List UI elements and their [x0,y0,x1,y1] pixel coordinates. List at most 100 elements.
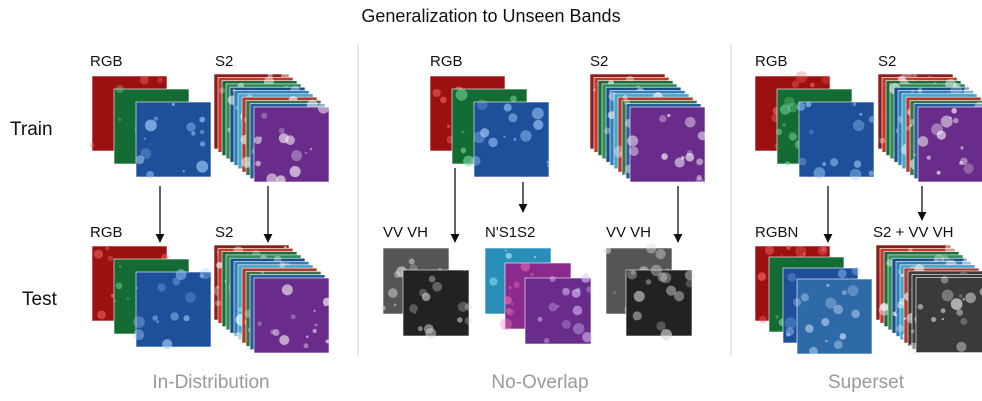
texture [313,329,317,333]
texture [506,253,512,259]
texture [786,327,794,335]
texture [627,135,638,146]
texture [781,253,784,256]
texture [790,133,798,141]
texture [951,108,956,113]
texture [145,119,157,131]
texture [534,256,536,258]
texture [593,88,596,91]
texture [850,169,862,181]
texture [266,173,277,184]
texture [324,304,326,306]
texture [586,286,592,292]
texture [959,161,963,165]
band-label: RGB [755,53,788,70]
texture [440,96,447,103]
texture [183,315,189,321]
texture [546,161,549,164]
texture [785,317,797,329]
texture [409,304,418,313]
texture [465,317,473,325]
texture [686,280,694,288]
texture [854,160,861,167]
texture [830,158,838,166]
texture [119,265,121,267]
texture [409,258,415,264]
texture [796,71,808,83]
texture [897,301,904,308]
texture [911,330,915,334]
texture [573,323,584,334]
texture [303,343,308,348]
texture [533,120,543,130]
texture [758,272,767,281]
texture [822,162,826,166]
texture [255,161,261,167]
image-layer [403,270,469,336]
texture [521,262,531,272]
texture [667,114,670,117]
texture [801,293,809,301]
texture [911,89,914,92]
row-label: Train [10,119,53,140]
texture [291,150,302,161]
texture [544,338,549,343]
texture [457,317,462,322]
texture [480,128,489,137]
texture [809,130,814,135]
texture [788,103,798,113]
texture [573,306,583,316]
texture [879,138,885,144]
texture [623,95,628,100]
texture [956,309,963,316]
texture [838,269,847,278]
texture [853,102,856,105]
texture [381,306,386,311]
texture [215,300,221,306]
texture [965,293,976,304]
texture [394,304,396,306]
texture [419,289,427,297]
texture [489,277,497,285]
texture [927,156,931,160]
texture [825,340,827,342]
texture [549,303,558,312]
texture [504,249,507,252]
texture [388,288,398,298]
figure: Generalization to Unseen Bands Train Tes… [0,0,982,396]
texture [941,308,946,313]
texture [821,318,829,326]
texture [447,124,451,128]
texture [962,298,965,301]
texture [291,314,296,319]
texture [914,154,916,156]
texture [97,310,106,319]
texture [506,308,514,316]
texture [261,113,267,119]
texture [152,315,158,321]
texture [918,136,929,147]
texture [105,247,109,251]
texture [897,325,904,332]
texture [118,118,122,122]
texture [157,283,165,291]
texture [776,128,783,135]
texture [681,156,685,160]
texture [847,285,858,296]
texture [562,320,571,329]
texture [183,170,185,172]
texture [656,321,665,330]
texture [696,158,703,165]
band-label: S2 [590,53,608,70]
texture [325,339,329,343]
texture [513,138,516,141]
texture [685,153,694,162]
texture [631,271,635,275]
texture [853,120,865,132]
texture [821,247,826,252]
texture [170,312,178,320]
image-stacks [90,70,982,355]
texture [532,107,544,119]
texture [116,85,124,93]
texture [931,124,943,136]
